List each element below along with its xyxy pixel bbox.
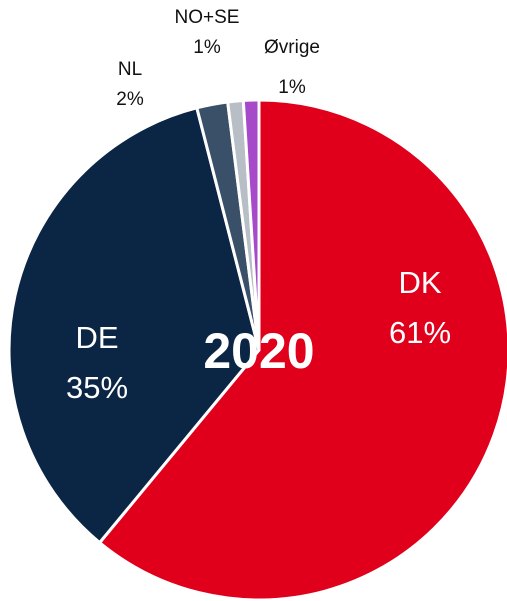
slice-value: 2% <box>116 89 144 110</box>
slice-value: 1% <box>193 37 221 58</box>
labels: DK 61% DE 35% NL 2% NO+SE 1% Øvrige 1% <box>66 7 451 405</box>
center-label: 2020 <box>203 323 314 379</box>
slice-name: NL <box>118 59 142 80</box>
slice-value: 35% <box>66 370 128 405</box>
slice-name: DE <box>75 320 118 355</box>
slice-name: NO+SE <box>175 7 240 28</box>
slices <box>7 98 507 601</box>
pie-slice <box>7 106 261 545</box>
pie-slice <box>98 98 507 601</box>
slice-value: 1% <box>278 77 306 98</box>
pie-slice <box>241 98 261 352</box>
slice-name: Øvrige <box>264 37 320 58</box>
slice-name: DK <box>398 265 441 300</box>
slice-value: 61% <box>389 315 451 350</box>
